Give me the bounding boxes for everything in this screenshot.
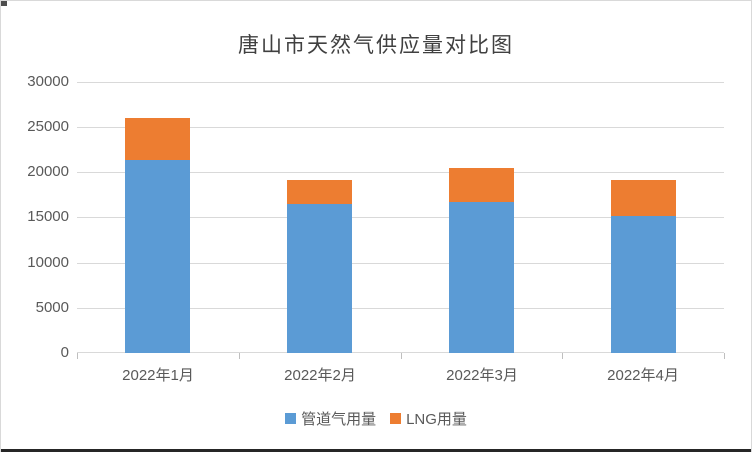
bar-segment-管道气用量[interactable] — [287, 203, 352, 353]
x-axis-tick — [77, 353, 78, 359]
legend-label: 管道气用量 — [301, 411, 377, 428]
stacked-bar-2022年1月[interactable] — [125, 118, 190, 353]
x-axis-category-label: 2022年3月 — [446, 367, 518, 384]
x-axis-tick — [562, 353, 563, 359]
legend-item[interactable]: 管道气用量 — [285, 408, 376, 429]
bar-segment-LNG用量[interactable] — [287, 179, 352, 204]
gridline — [77, 263, 724, 264]
y-axis-tick-label: 25000 — [27, 118, 69, 135]
plot-area — [77, 82, 724, 353]
y-axis-tick-label: 30000 — [27, 73, 69, 90]
gridline — [77, 172, 724, 173]
gridline — [77, 82, 724, 83]
x-axis-category-label: 2022年1月 — [122, 367, 194, 384]
bar-segment-管道气用量[interactable] — [125, 159, 190, 353]
chart-title: 唐山市天然气供应量对比图 — [238, 33, 514, 57]
stacked-bar-2022年2月[interactable] — [287, 179, 352, 353]
gridline — [77, 352, 724, 353]
x-axis-tick — [401, 353, 402, 359]
gridline — [77, 217, 724, 218]
legend-label: LNG用量 — [406, 411, 467, 428]
stacked-bar-2022年3月[interactable] — [449, 167, 514, 353]
bar-segment-LNG用量[interactable] — [449, 167, 514, 203]
y-axis-tick-label: 0 — [60, 344, 69, 361]
bar-segment-管道气用量[interactable] — [449, 202, 514, 353]
stacked-bar-2022年4月[interactable] — [611, 179, 676, 353]
bar-segment-LNG用量[interactable] — [611, 179, 676, 216]
y-axis-tick-label: 20000 — [27, 163, 69, 180]
x-axis-tick — [239, 353, 240, 359]
y-axis-tick-label: 15000 — [27, 208, 69, 225]
x-axis-category-label: 2022年2月 — [284, 367, 356, 384]
x-axis-category-label: 2022年4月 — [607, 367, 679, 384]
gridline — [77, 308, 724, 309]
bar-segment-LNG用量[interactable] — [125, 118, 190, 160]
bar-segment-管道气用量[interactable] — [611, 215, 676, 353]
legend: 管道气用量 LNG用量 — [1, 408, 751, 429]
y-axis-tick-label: 5000 — [35, 299, 69, 316]
gridline — [77, 127, 724, 128]
y-axis-tick-label: 10000 — [27, 254, 69, 271]
legend-swatch-icon — [285, 413, 297, 424]
legend-item[interactable]: LNG用量 — [390, 408, 467, 429]
bottom-edge-line — [1, 449, 751, 452]
corner-mark — [1, 1, 7, 6]
legend-swatch-icon — [390, 413, 402, 424]
x-axis-tick — [724, 353, 725, 359]
